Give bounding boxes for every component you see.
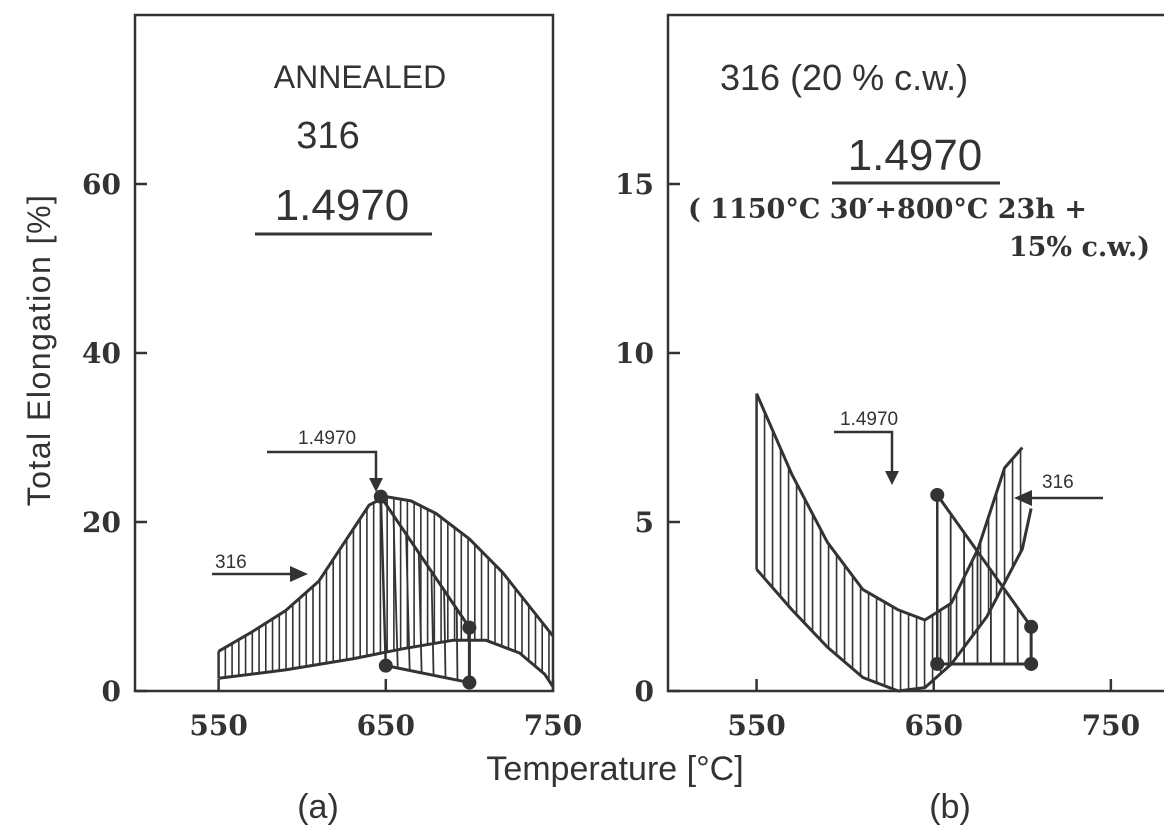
panel-a-title-underlined: 1.4970 [275, 181, 410, 230]
annotation-label: 316 [1042, 472, 1074, 493]
series-1.4970-hatch-line [455, 608, 459, 681]
y-tick-label: 0 [635, 675, 654, 708]
series-1.4970-hatch-line [443, 590, 447, 678]
panel-a: 0 20 40 60 550 650 750 ANNEALED 316 1.4970 (a… [82, 13, 582, 826]
panel-b-label: (b) [929, 788, 971, 826]
panel-b-title-line-1: 316 (20 % c.w.) [720, 57, 968, 98]
series-316-lower-line [755, 508, 1033, 693]
panel-a-label: (a) [297, 788, 339, 826]
series-316-lower-line [218, 638, 555, 688]
annotation-1.4970-b: 1.4970 [834, 409, 899, 485]
annotation-316-a: 316 [212, 552, 308, 582]
series-1.4970-marker [930, 656, 945, 671]
y-tick-label: 5 [635, 506, 654, 539]
y-axis-label: Total Elongation [%] [21, 194, 57, 507]
plot-frame-b [666, 13, 1164, 693]
series-1.4970-marker [378, 658, 393, 673]
y-tick-label: 20 [82, 506, 121, 539]
x-axis-label: Temperature [°C] [486, 750, 743, 788]
y-tick-label: 0 [102, 675, 121, 708]
series-1.4970-upper-line [936, 494, 1033, 628]
series-1.4970-hatch-line [392, 515, 399, 669]
series-1.4970-marker [462, 620, 477, 635]
y-tick-label: 10 [615, 337, 654, 370]
panel-b-subtitle-line-1: ( 1150°C 30′+800°C 23h + [688, 194, 1087, 225]
x-tick-label: 550 [727, 709, 785, 742]
y-tick-label: 15 [615, 168, 654, 201]
series-1.4970-lower-line [385, 664, 470, 685]
y-tick-label: 40 [82, 337, 121, 370]
x-tick-label: 650 [904, 709, 962, 742]
annotation-316-b: 316 [1014, 472, 1103, 506]
x-tick-label: 750 [1082, 709, 1140, 742]
series-1.4970-marker [930, 487, 945, 502]
x-tick-label: 550 [189, 709, 247, 742]
panel-b-title-underlined: 1.4970 [848, 131, 983, 180]
series-1.4970-marker [373, 489, 388, 504]
annotation-label: 1.4970 [840, 409, 898, 430]
x-tick-label: 750 [524, 709, 582, 742]
y-tick-label: 60 [82, 168, 121, 201]
annotation-label: 1.4970 [298, 428, 356, 449]
series-1.4970-marker [462, 675, 477, 690]
annotation-label: 316 [215, 552, 247, 573]
series-1.4970-hatch-line [417, 552, 423, 673]
panel-a-title-line-1: ANNEALED [274, 59, 447, 95]
x-tick-label: 650 [357, 709, 415, 742]
panel-a-title-line-2: 316 [296, 115, 359, 157]
series-1.4970-marker [1024, 619, 1039, 634]
panel-b-subtitle-line-2: 15% c.w.) [1009, 232, 1150, 263]
series-1.4970-hatch-line [430, 571, 435, 676]
annotation-1.4970-a: 1.4970 [267, 428, 383, 492]
series-316-upper-line [755, 392, 1024, 622]
series-1.4970-upper-line [379, 495, 471, 629]
series-1.4970-marker [1024, 656, 1039, 671]
series-1.4970-left-edge [379, 496, 388, 666]
